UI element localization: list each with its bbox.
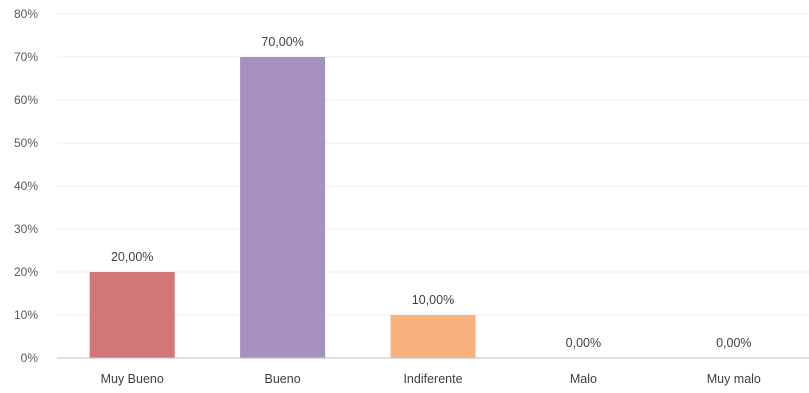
x-category-label: Muy malo: [707, 372, 761, 386]
data-label: 10,00%: [412, 293, 454, 307]
data-label: 20,00%: [111, 250, 153, 264]
bar-indiferente: [390, 315, 476, 358]
bars: [89, 57, 476, 358]
x-category-label: Malo: [570, 372, 597, 386]
bar-bueno: [240, 57, 326, 358]
data-labels: 20,00% 70,00% 10,00% 0,00% 0,00%: [111, 35, 752, 350]
y-tick-label: 50%: [14, 136, 38, 150]
y-tick-label: 40%: [14, 179, 38, 193]
x-axis-category-labels: Muy Bueno Bueno Indiferente Malo Muy malo: [101, 372, 761, 386]
y-tick-label: 10%: [14, 308, 38, 322]
y-tick-label: 20%: [14, 265, 38, 279]
y-tick-label: 60%: [14, 93, 38, 107]
x-category-label: Bueno: [265, 372, 301, 386]
y-tick-label: 0%: [21, 351, 39, 365]
bar-muy-bueno: [89, 272, 175, 358]
y-tick-label: 70%: [14, 50, 38, 64]
x-category-label: Muy Bueno: [101, 372, 164, 386]
y-tick-label: 30%: [14, 222, 38, 236]
data-label: 0,00%: [566, 336, 601, 350]
data-label: 70,00%: [261, 35, 303, 49]
data-label: 0,00%: [716, 336, 751, 350]
y-tick-label: 80%: [14, 7, 38, 21]
y-axis-tick-labels: 0% 10% 20% 30% 40% 50% 60% 70% 80%: [14, 7, 38, 365]
gridlines: [57, 13, 809, 316]
x-category-label: Indiferente: [403, 372, 462, 386]
